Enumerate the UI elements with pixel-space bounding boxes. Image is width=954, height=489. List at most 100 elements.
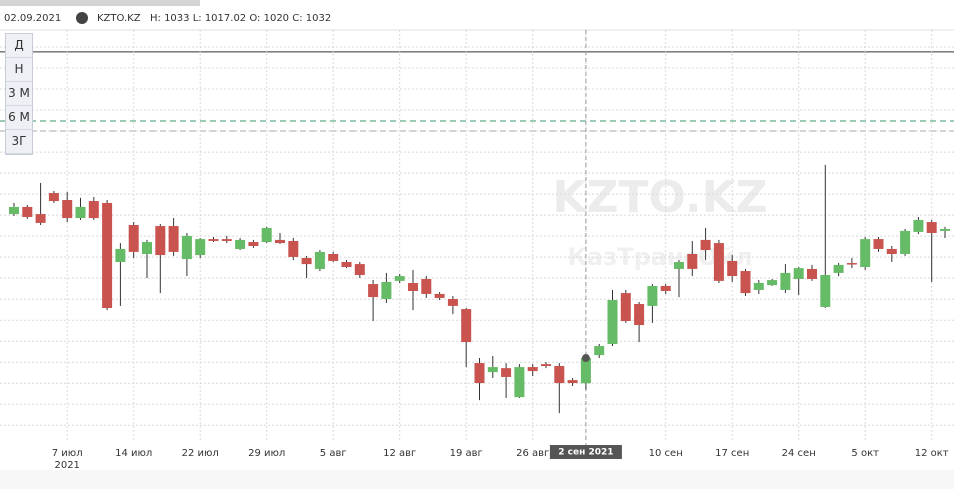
x-tick-label: 26 авг [516, 448, 549, 459]
candle-body [713, 243, 724, 281]
candle-body [474, 363, 485, 384]
candle-body [687, 254, 698, 269]
candle-body [35, 214, 46, 223]
candle-body [674, 261, 684, 269]
candle-body [155, 226, 166, 256]
candle-body [873, 239, 884, 249]
candle-body [168, 226, 179, 252]
x-tick-label: 12 окт [915, 448, 949, 459]
ticker-dot [76, 12, 88, 24]
candle-body [793, 268, 804, 280]
x-tick-label: 5 авг [320, 448, 347, 459]
period-button[interactable]: 3Г [6, 130, 32, 154]
candle-body [846, 263, 857, 265]
candle-body [181, 235, 192, 260]
candle-body [833, 264, 844, 273]
candle-body [753, 283, 764, 290]
candle-body [261, 227, 272, 243]
candle-body [301, 257, 312, 265]
candle-body [195, 239, 206, 256]
candle-body [328, 254, 339, 261]
crosshair-label: 2 сен 2021 [558, 448, 613, 458]
candle-body [62, 199, 73, 219]
x-tick-label: 24 сен [782, 448, 816, 459]
candle-body [940, 228, 950, 231]
period-button[interactable]: 3 М [6, 82, 32, 106]
candle-body [727, 260, 738, 277]
candle-body [501, 368, 512, 377]
candle-body [235, 239, 246, 249]
candle-body [647, 285, 658, 306]
candle-body [487, 367, 498, 373]
candle-body [567, 380, 578, 384]
candle-body [900, 230, 911, 255]
candle-body [368, 284, 379, 298]
candle-body [913, 219, 924, 232]
x-tick-label: 14 июл [115, 448, 152, 459]
candle-body [740, 271, 751, 294]
crosshair-label-box [549, 445, 622, 459]
header-ticker: KZTO.KZ [97, 13, 141, 24]
candle-body [381, 281, 392, 299]
candle-body [221, 239, 232, 241]
x-tick-label: 5 окт [851, 448, 879, 459]
candle-body [115, 248, 126, 262]
navigator [0, 470, 954, 489]
candle-body [275, 239, 285, 244]
candle-body [807, 268, 817, 280]
candle-body [607, 300, 618, 344]
candle-body [394, 276, 405, 281]
candle-body [9, 206, 19, 215]
candle-body [75, 206, 86, 219]
candle-body [820, 275, 831, 307]
candle-body [660, 285, 671, 291]
crosshair-marker [581, 354, 590, 363]
x-tick-label: 7 июл [52, 448, 83, 459]
candle-body [341, 261, 352, 268]
candle-body [461, 309, 472, 343]
header-ohlc: H: 1033 L: 1017.02 O: 1020 C: 1032 [150, 13, 331, 24]
candle-body [767, 280, 778, 286]
candle-body [594, 346, 605, 356]
x-tick-label: 17 сен [715, 448, 749, 459]
candle-body [128, 225, 139, 252]
candle-body [780, 272, 791, 290]
candle-body [408, 283, 418, 291]
candle-body [48, 193, 59, 202]
scrollbar [0, 0, 200, 6]
candle-body [541, 364, 551, 367]
candle-body [248, 242, 259, 247]
period-button[interactable]: Д [6, 34, 32, 58]
x-tick-label: 12 авг [383, 448, 416, 459]
x-tick-label: 19 авг [450, 448, 483, 459]
candle-body [634, 304, 645, 326]
period-button[interactable]: Н [6, 58, 32, 82]
candle-body [142, 242, 152, 255]
candle-body [208, 239, 219, 241]
candle-body [288, 240, 299, 257]
candle-body [22, 206, 33, 218]
candle-body [514, 367, 525, 398]
candle-body [88, 201, 99, 219]
header-date: 02.09.2021 [4, 13, 61, 24]
x-tick-label: 10 сен [649, 448, 683, 459]
candle-body [314, 251, 325, 269]
candle-body [434, 293, 445, 298]
candle-body [354, 264, 365, 276]
x-year-label: 2021 [54, 460, 79, 471]
period-button[interactable]: 6 М [6, 106, 32, 130]
candle-body [700, 239, 711, 251]
candle-body [620, 293, 631, 322]
candle-body [580, 358, 591, 384]
candle-body [860, 239, 871, 268]
candle-body [527, 367, 538, 372]
x-tick-label: 22 июл [182, 448, 219, 459]
candle-body [421, 279, 432, 294]
candle-body [886, 248, 897, 255]
candle-body [447, 298, 458, 306]
candle-body [102, 202, 113, 309]
candle-body [554, 366, 565, 384]
